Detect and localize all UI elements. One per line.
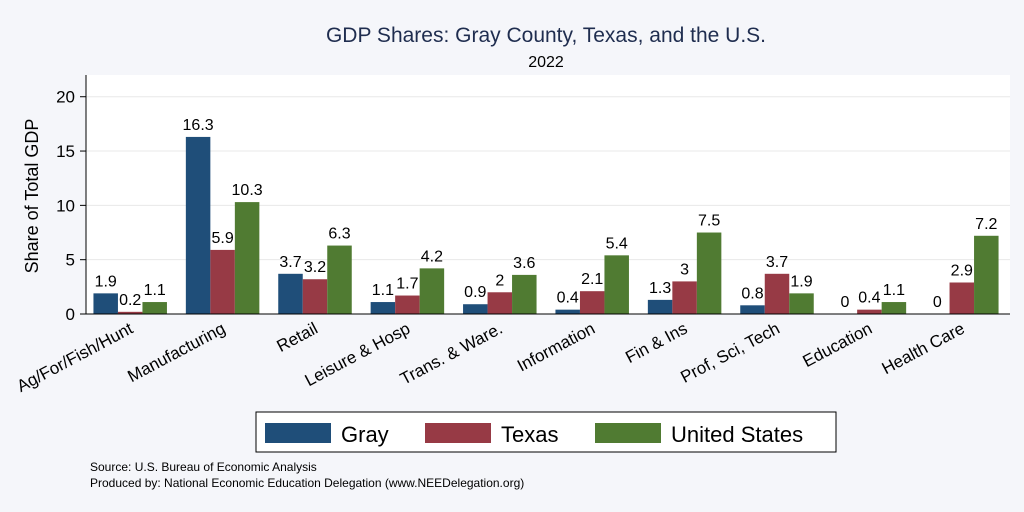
data-label: 0.9	[464, 284, 486, 301]
bar	[370, 302, 396, 314]
data-label: 6.3	[328, 226, 350, 243]
x-tick-label: Manufacturing	[124, 319, 228, 386]
data-label: 7.2	[975, 216, 997, 233]
data-label: 0.8	[741, 285, 763, 302]
data-label: 5.4	[606, 235, 628, 252]
data-label: 10.3	[232, 182, 263, 199]
data-label: 0	[840, 294, 849, 311]
bar	[234, 202, 260, 314]
bar	[463, 304, 488, 314]
y-tick-label: 15	[56, 142, 75, 161]
legend-box	[255, 411, 837, 453]
x-tick-label: Retail	[274, 319, 321, 356]
bar	[93, 293, 118, 314]
y-tick-label: 5	[66, 251, 75, 270]
bar	[395, 295, 420, 314]
data-label: 0.4	[557, 290, 579, 307]
x-tick-label: Trans. & Ware.	[397, 319, 506, 389]
x-tick-label: Education	[800, 319, 876, 371]
data-label: 0.4	[858, 290, 880, 307]
legend-label: Texas	[501, 422, 558, 447]
bar	[487, 292, 513, 314]
bar	[302, 279, 328, 314]
bars	[93, 136, 999, 314]
chart-title: GDP Shares: Gray County, Texas, and the …	[326, 24, 766, 47]
x-tick-label: Health Care	[879, 319, 968, 378]
bar	[604, 255, 629, 314]
data-label: 3	[680, 261, 689, 278]
bar	[672, 281, 697, 314]
data-label: 3.6	[513, 255, 535, 272]
y-tick-label: 10	[56, 196, 75, 215]
bar	[512, 274, 537, 314]
data-label: 1.1	[883, 282, 905, 299]
bar	[857, 309, 882, 314]
data-label: 4.2	[421, 248, 443, 265]
data-label: 2.1	[581, 271, 603, 288]
gdp-shares-chart: GDP Shares: Gray County, Texas, and the …	[14, 24, 1010, 453]
data-label: 1.1	[144, 282, 166, 299]
bar	[647, 299, 673, 314]
data-label: 2.9	[951, 262, 973, 279]
data-label: 3.7	[766, 254, 788, 271]
bar	[949, 282, 975, 314]
data-label: 1.7	[396, 276, 418, 293]
data-label: 1.1	[372, 282, 394, 299]
data-labels: 1.90.21.116.35.910.33.7 3.26.31.1 1.74.20.…	[95, 117, 998, 311]
data-label: 3.2	[304, 259, 326, 276]
bar	[789, 293, 814, 314]
bar	[117, 311, 143, 314]
data-label: 7.5	[698, 213, 720, 230]
bar	[185, 136, 211, 314]
data-label: 1.3	[649, 280, 671, 297]
bar	[974, 235, 999, 314]
data-label: 1.9	[95, 273, 117, 290]
data-label: 1.9	[790, 273, 812, 290]
source-note: Source: U.S. Bureau of Economic Analysis	[90, 460, 317, 474]
data-label: 3.7	[279, 254, 301, 271]
data-label: 0.2	[119, 292, 141, 309]
data-label: 5.9	[211, 230, 233, 247]
y-axis-label: Share of Total GDP	[22, 119, 42, 274]
legend: Gray Texas United States	[255, 411, 837, 453]
bar	[555, 309, 580, 314]
bar	[740, 305, 765, 314]
produced-by-note: Produced by: National Economic Education…	[90, 476, 525, 490]
bar	[579, 291, 605, 314]
legend-swatch	[595, 423, 661, 443]
legend-swatch	[425, 423, 491, 443]
y-axis: 0 5 10 15 20	[56, 75, 87, 324]
bar	[696, 232, 722, 314]
bar	[278, 273, 303, 314]
bar	[419, 268, 445, 314]
bar	[327, 245, 352, 314]
bar	[881, 302, 907, 314]
data-label: 16.3	[183, 117, 214, 134]
legend-swatch	[265, 423, 331, 443]
legend-label: Gray	[341, 422, 389, 447]
y-tick-label: 20	[56, 88, 75, 107]
x-tick-label: Leisure & Hosp	[302, 319, 414, 390]
x-tick-label: Fin & Ins	[622, 319, 690, 367]
x-tick-label: Information	[514, 319, 598, 376]
legend-label: United States	[671, 422, 803, 447]
data-label: 2	[495, 272, 504, 289]
chart-subtitle: 2022	[528, 54, 564, 71]
x-tick-label: Prof, Sci, Tech	[677, 319, 782, 387]
x-tick-label: Ag/For/Fish/Hunt	[14, 319, 137, 396]
bar	[764, 273, 790, 314]
data-label: 0	[933, 294, 942, 311]
bar	[210, 249, 235, 314]
y-tick-label: 0	[66, 305, 75, 324]
bar	[142, 302, 167, 314]
